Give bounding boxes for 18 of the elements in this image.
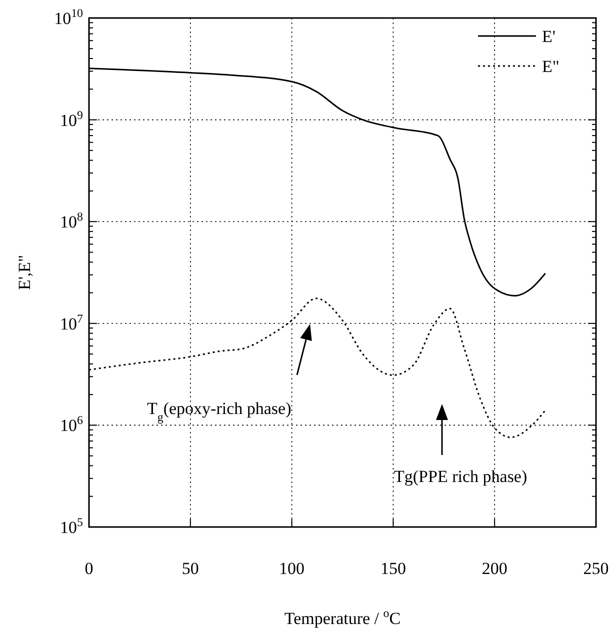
x-axis-title: Temperature / $^{o}$C (284, 606, 401, 628)
y-tick-label: 10$^{8}$ (60, 210, 84, 232)
x-tick-label: 50 (182, 559, 199, 578)
x-tick-label: 100 (279, 559, 305, 578)
legend-label: E" (542, 57, 560, 76)
annotation: Tg(PPE rich phase) (394, 467, 528, 486)
legend-label: E' (542, 27, 556, 46)
y-tick-label: 10$^{9}$ (60, 108, 84, 130)
y-tick-label: 10$^{7}$ (60, 311, 84, 334)
y-tick-label: 10$^{10}$ (54, 6, 84, 28)
x-tick-label: 0 (84, 559, 94, 578)
x-tick-label: 150 (380, 559, 406, 578)
annotation: T$_{g}$(epoxy-rich phase) (147, 399, 292, 424)
y-axis-title: E',E" (15, 254, 34, 290)
y-tick-label: 10$^{6}$ (60, 413, 84, 436)
x-tick-label: 200 (482, 559, 508, 578)
y-tick-label: 10$^{5}$ (60, 515, 84, 537)
x-tick-label: 250 (583, 559, 609, 578)
